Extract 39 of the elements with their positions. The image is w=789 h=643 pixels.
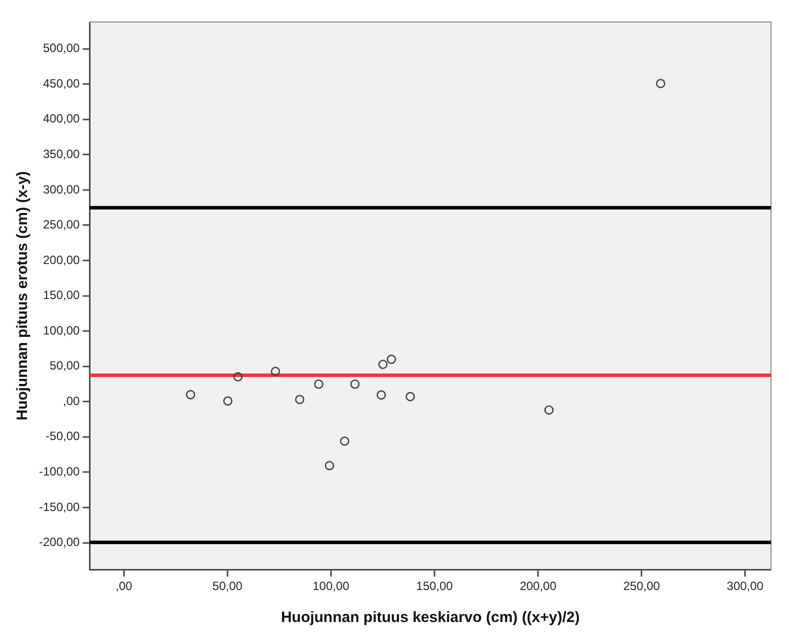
point xyxy=(376,390,386,400)
x-tick-label: 300,00 xyxy=(726,579,764,594)
y-tick-label: -150,00 xyxy=(38,500,80,514)
y-tick-label: 100,00 xyxy=(42,323,80,338)
x-axis-title: Huojunnan pituus keskiarvo (cm) ((x+y)/2) xyxy=(280,609,580,626)
point xyxy=(656,78,666,88)
x-tick-label: 250,00 xyxy=(623,579,660,594)
point xyxy=(295,394,304,404)
point xyxy=(223,396,232,406)
y-tick-label: 50,00 xyxy=(50,358,80,373)
x-tick-label: 100,00 xyxy=(312,579,350,594)
y-tick-label: -200,00 xyxy=(38,535,80,550)
point xyxy=(314,380,324,389)
point xyxy=(386,354,396,364)
point xyxy=(340,436,350,446)
y-tick-label: -100,00 xyxy=(38,464,80,479)
y-tick-label: ,00 xyxy=(63,394,80,408)
point xyxy=(324,461,334,470)
point xyxy=(270,366,280,376)
y-tick-label: 450,00 xyxy=(42,76,80,90)
y-axis-title: Huojunnan pituus erotus (cm) (x-y) xyxy=(14,171,32,420)
y-tick-label: 250,00 xyxy=(42,218,80,232)
y-tick-label: 400,00 xyxy=(42,112,80,126)
x-tick-label: 200,00 xyxy=(520,579,557,594)
point xyxy=(233,372,243,382)
y-tick-label: 500,00 xyxy=(42,41,80,56)
point xyxy=(544,405,554,415)
y-tick-label: 300,00 xyxy=(42,182,80,196)
point xyxy=(186,390,196,400)
point xyxy=(406,392,415,402)
point xyxy=(350,380,360,389)
y-tick-label: -50,00 xyxy=(46,429,80,444)
y-tick-label: 150,00 xyxy=(42,288,80,302)
point xyxy=(378,360,388,370)
x-tick-label: 50,00 xyxy=(212,579,243,594)
y-tick-label: 350,00 xyxy=(42,146,80,161)
y-tick-label: 200,00 xyxy=(42,252,80,267)
x-tick-label: 150,00 xyxy=(416,579,454,594)
x-tick-label: ,00 xyxy=(116,579,133,594)
